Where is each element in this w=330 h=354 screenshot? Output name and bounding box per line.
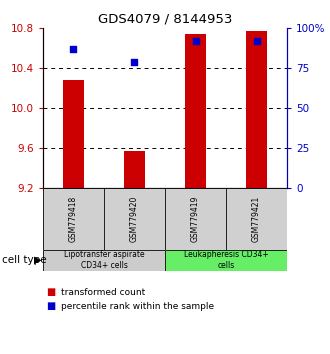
Text: Leukapheresis CD34+
cells: Leukapheresis CD34+ cells <box>184 251 268 270</box>
Text: ■: ■ <box>46 287 55 297</box>
Point <box>254 38 259 44</box>
Text: GSM779420: GSM779420 <box>130 195 139 242</box>
Text: Lipotransfer aspirate
CD34+ cells: Lipotransfer aspirate CD34+ cells <box>64 251 144 270</box>
Bar <box>185 34 206 188</box>
Text: ■: ■ <box>46 301 55 311</box>
Text: ▶: ▶ <box>34 255 42 265</box>
Bar <box>124 151 145 188</box>
Text: cell type: cell type <box>2 255 46 265</box>
Bar <box>246 31 267 188</box>
Point <box>132 59 137 65</box>
Text: transformed count: transformed count <box>61 287 145 297</box>
Point <box>193 38 198 44</box>
Bar <box>63 80 84 188</box>
Text: GSM779421: GSM779421 <box>252 195 261 242</box>
Point <box>71 46 76 52</box>
Text: GSM779418: GSM779418 <box>69 195 78 242</box>
Title: GDS4079 / 8144953: GDS4079 / 8144953 <box>98 13 232 26</box>
Text: percentile rank within the sample: percentile rank within the sample <box>61 302 214 311</box>
Text: GSM779419: GSM779419 <box>191 195 200 242</box>
